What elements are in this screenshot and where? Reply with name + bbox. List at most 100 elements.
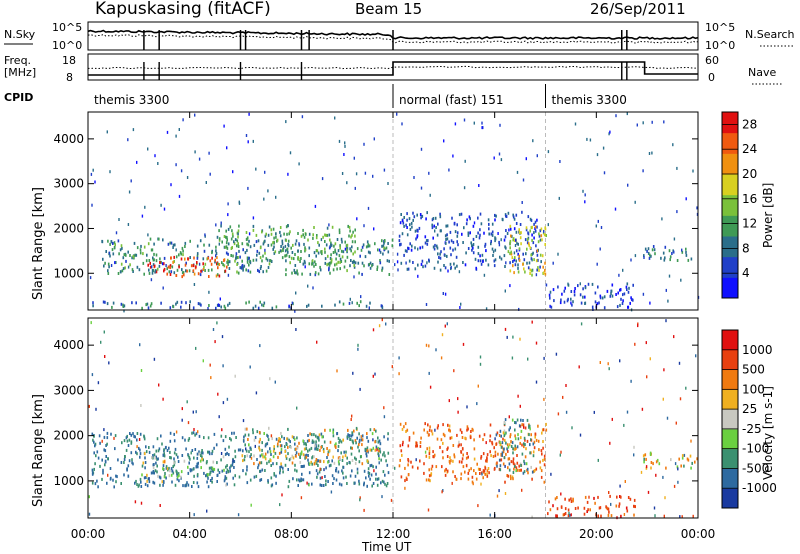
- echo-cell: [510, 440, 512, 444]
- echo-cell: [509, 246, 511, 250]
- echo-cell: [314, 460, 317, 464]
- echo-cell: [212, 328, 215, 331]
- echo-cell: [385, 484, 388, 488]
- echo-cell: [200, 303, 202, 307]
- echo-cell: [113, 485, 115, 489]
- echo-cell: [284, 254, 287, 258]
- echo-cell: [650, 461, 653, 464]
- echo-cell: [340, 483, 343, 487]
- echo-cell: [325, 483, 327, 487]
- echo-cell: [273, 245, 275, 249]
- echo-cell: [524, 426, 527, 430]
- echo-cell: [376, 483, 379, 487]
- echo-cell: [191, 485, 193, 488]
- echo-cell: [102, 300, 105, 304]
- echo-cell: [500, 158, 503, 162]
- echo-cell: [208, 290, 210, 294]
- echo-cell: [138, 268, 141, 272]
- echo-cell: [316, 436, 319, 440]
- echo-cell: [189, 300, 191, 304]
- echo-cell: [479, 472, 481, 475]
- echo-cell: [296, 469, 298, 473]
- echo-cell: [366, 449, 368, 453]
- echo-cell: [515, 249, 518, 253]
- echo-cell: [364, 171, 367, 175]
- echo-cell: [275, 481, 277, 485]
- x-tick-label: 00:00: [71, 527, 106, 541]
- echo-cell: [257, 466, 259, 470]
- echo-cell: [262, 254, 264, 258]
- echo-cell: [265, 257, 268, 261]
- echo-cell: [327, 254, 329, 258]
- echo-cell: [507, 466, 509, 470]
- echo-cell: [647, 251, 650, 255]
- echo-cell: [141, 306, 143, 310]
- echo-cell: [259, 267, 262, 270]
- echo-cell: [518, 464, 520, 468]
- echo-cell: [464, 470, 466, 474]
- echo-cell: [380, 304, 383, 308]
- echo-cell: [463, 226, 465, 230]
- echo-cell: [475, 477, 478, 481]
- echo-cell: [539, 265, 541, 269]
- echo-cell: [267, 480, 269, 484]
- colorbar-tick-label: 1000: [742, 343, 773, 357]
- echo-cell: [254, 436, 257, 439]
- echo-cell: [298, 478, 300, 482]
- echo-cell: [602, 146, 605, 150]
- echo-cell: [530, 253, 532, 257]
- echo-cell: [317, 436, 320, 440]
- echo-cell: [482, 452, 485, 456]
- echo-cell: [325, 479, 327, 483]
- echo-cell: [212, 469, 215, 473]
- echo-cell: [532, 241, 535, 245]
- echo-cell: [342, 455, 344, 459]
- echo-cell: [488, 471, 490, 475]
- echo-cell: [227, 303, 229, 307]
- echo-cell: [159, 504, 161, 507]
- echo-cell: [421, 245, 424, 249]
- echo-cell: [527, 242, 530, 246]
- echo-cell: [324, 250, 326, 254]
- echo-cell: [275, 195, 277, 199]
- echo-cell: [214, 258, 216, 262]
- echo-cell: [381, 306, 384, 309]
- echo-cell: [295, 451, 298, 455]
- cpid-row: themis 3300 normal (fast) 151 themis 3300: [94, 84, 627, 108]
- echo-cell: [315, 434, 317, 438]
- echo-cell: [679, 397, 682, 401]
- echo-cell: [478, 434, 481, 438]
- echo-cell: [611, 294, 614, 298]
- echo-cell: [223, 479, 226, 483]
- echo-cell: [329, 440, 332, 444]
- echo-cell: [550, 305, 553, 309]
- echo-cell: [113, 436, 115, 440]
- echo-cell: [387, 451, 390, 455]
- echo-cell: [219, 297, 221, 301]
- y-tick-label: 1000: [53, 474, 84, 488]
- echo-cell: [175, 302, 177, 306]
- echo-cell: [169, 266, 171, 270]
- echo-cell: [491, 233, 494, 237]
- echo-cell: [357, 343, 359, 347]
- echo-cell: [369, 251, 371, 255]
- echo-cell: [147, 263, 149, 267]
- echo-cell: [620, 297, 622, 301]
- echo-cell: [560, 450, 562, 454]
- echo-cell: [547, 150, 550, 154]
- echo-cell: [348, 301, 351, 305]
- echo-cell: [270, 453, 272, 456]
- echo-cell: [582, 287, 584, 291]
- echo-cell: [540, 234, 543, 238]
- echo-cell: [365, 304, 368, 308]
- echo-cell: [166, 267, 168, 271]
- echo-cell: [448, 168, 450, 172]
- echo-cell: [383, 406, 385, 410]
- echo-cell: [260, 461, 263, 465]
- echo-cell: [123, 439, 126, 443]
- echo-cell: [228, 453, 230, 457]
- echo-cell: [269, 447, 271, 451]
- echo-cell: [287, 224, 289, 228]
- echo-cell: [359, 496, 361, 500]
- echo-cell: [412, 431, 415, 435]
